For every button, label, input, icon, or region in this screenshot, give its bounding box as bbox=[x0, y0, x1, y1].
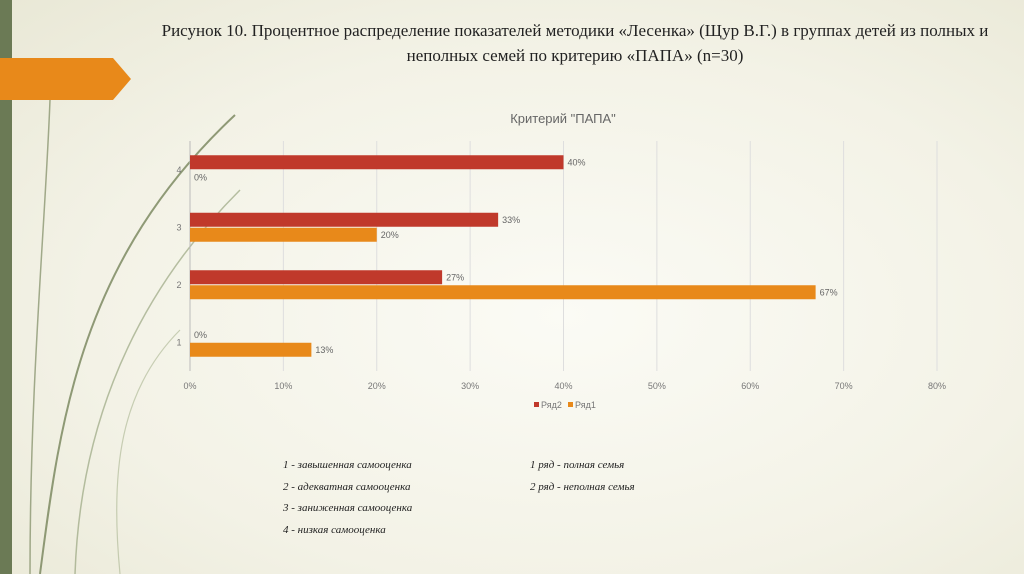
legend-swatch bbox=[534, 402, 539, 407]
x-tick-label: 50% bbox=[648, 381, 666, 391]
y-category-label: 3 bbox=[176, 222, 181, 232]
note-row-2: 2 ряд - неполная семья bbox=[530, 480, 635, 493]
data-label: 67% bbox=[820, 287, 838, 297]
bar-Ряд1 bbox=[190, 342, 312, 357]
notes-left: 1 - завышенная самооценка 2 - адекватная… bbox=[283, 455, 412, 541]
note-2: 2 - адекватная самооценка bbox=[283, 480, 411, 493]
data-label: 20% bbox=[381, 230, 399, 240]
y-category-label: 4 bbox=[176, 165, 181, 175]
chart-title: Критерий "ПАПА" bbox=[510, 111, 616, 126]
data-label: 40% bbox=[568, 157, 586, 167]
left-decor-strip bbox=[0, 0, 12, 574]
bar-Ряд2 bbox=[190, 155, 564, 170]
data-label: 0% bbox=[194, 172, 207, 182]
x-tick-label: 80% bbox=[928, 381, 946, 391]
legend-label: Ряд2 bbox=[541, 400, 562, 410]
note-3: 3 - заниженная самооценка bbox=[283, 502, 413, 514]
data-label: 27% bbox=[446, 272, 464, 282]
note-4: 4 - низкая самооценка bbox=[283, 523, 386, 536]
x-tick-label: 20% bbox=[368, 381, 386, 391]
data-label: 0% bbox=[194, 330, 207, 340]
data-label: 13% bbox=[315, 345, 333, 355]
legend-label: Ряд1 bbox=[575, 400, 596, 410]
legend-swatch bbox=[568, 402, 573, 407]
bar-Ряд1 bbox=[190, 227, 377, 242]
bar-Ряд2 bbox=[190, 270, 443, 285]
x-tick-label: 0% bbox=[183, 381, 196, 391]
bar-Ряд2 bbox=[190, 212, 499, 227]
note-row-1: 1 ряд - полная семья bbox=[530, 459, 625, 471]
x-tick-label: 10% bbox=[274, 381, 292, 391]
y-category-label: 2 bbox=[176, 280, 181, 290]
accent-arrow-shape bbox=[0, 58, 131, 100]
data-label: 33% bbox=[502, 215, 520, 225]
note-1: 1 - завышенная самооценка bbox=[283, 459, 412, 471]
page-title: Рисунок 10. Процентное распределение пок… bbox=[161, 21, 989, 65]
notes-right: 1 ряд - полная семья 2 ряд - неполная се… bbox=[530, 455, 635, 498]
bar-Ряд1 bbox=[190, 285, 816, 300]
x-tick-label: 60% bbox=[741, 381, 759, 391]
y-category-label: 1 bbox=[176, 337, 181, 347]
x-tick-label: 40% bbox=[554, 381, 572, 391]
x-tick-label: 30% bbox=[461, 381, 479, 391]
x-tick-label: 70% bbox=[835, 381, 853, 391]
